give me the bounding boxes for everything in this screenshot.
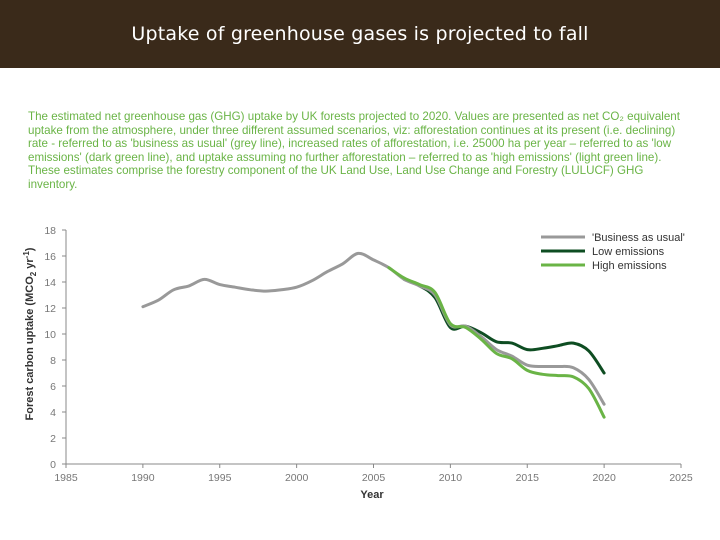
page-title: Uptake of greenhouse gases is projected … <box>131 23 589 45</box>
y-tick-label: 10 <box>44 329 56 341</box>
y-tick-label: 6 <box>50 381 56 393</box>
y-axis-label-text: Forest carbon uptake (MCO2 yr-1) <box>22 247 38 420</box>
y-label-part: Forest carbon uptake (MCO <box>24 276 36 421</box>
x-tick-label: 1990 <box>131 472 155 484</box>
legend-label-low-emissions: Low emissions <box>592 246 665 258</box>
series-line-high-emissions <box>387 266 606 419</box>
y-tick-label: 18 <box>44 225 56 237</box>
y-tick-label: 0 <box>50 459 56 471</box>
x-axis-label: Year <box>360 489 384 501</box>
y-label-part: yr <box>24 258 36 272</box>
y-tick-label: 2 <box>50 433 56 445</box>
y-tick-label: 16 <box>44 251 56 263</box>
x-tick-label: 1995 <box>208 472 232 484</box>
series-layer <box>141 251 606 419</box>
y-tick-label: 8 <box>50 355 56 367</box>
x-tick-label: 1985 <box>54 472 78 484</box>
y-axis-label: Forest carbon uptake (MCO2 yr-1) <box>22 247 38 420</box>
line-chart: Forest carbon uptake (MCO2 yr-1) Year 02… <box>22 225 693 501</box>
title-bar: Uptake of greenhouse gases is projected … <box>0 0 720 68</box>
y-tick-label: 4 <box>50 407 56 419</box>
series-line-business-as-usual <box>141 251 606 406</box>
legend: 'Business as usual' Low emissions High emi… <box>541 232 685 272</box>
x-tick-label: 2010 <box>439 472 463 484</box>
legend-label-business-as-usual: 'Business as usual' <box>592 232 685 244</box>
y-label-superscript: -1 <box>22 251 31 259</box>
x-tick-label: 2020 <box>592 472 616 484</box>
legend-label-high-emissions: High emissions <box>592 260 667 272</box>
y-label-subscript: 2 <box>29 271 38 276</box>
y-tick-label: 14 <box>44 277 56 289</box>
figure-caption: The estimated net greenhouse gas (GHG) u… <box>28 110 680 191</box>
x-tick-label: 2025 <box>669 472 693 484</box>
axes: 0 2 4 6 8 10 12 14 16 18 1985 1990 1995 2000 2005 2010 2… <box>44 225 693 484</box>
x-tick-label: 2000 <box>285 472 309 484</box>
x-tick-label: 2015 <box>516 472 540 484</box>
y-label-part: ) <box>24 247 36 251</box>
x-tick-label: 2005 <box>362 472 386 484</box>
y-tick-label: 12 <box>44 303 56 315</box>
